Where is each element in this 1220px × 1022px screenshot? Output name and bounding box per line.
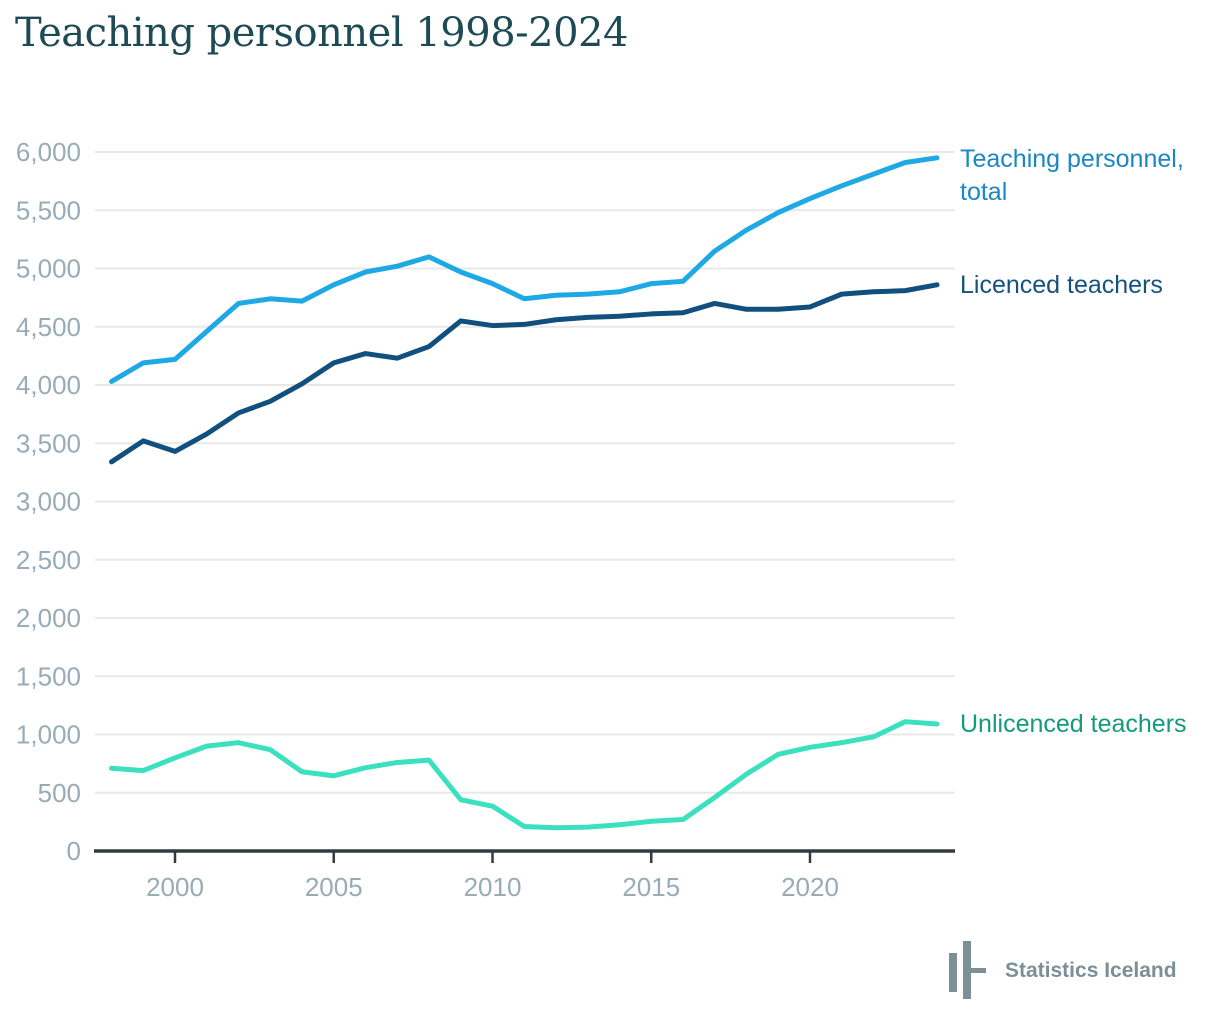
y-tick-label: 500 — [38, 778, 81, 808]
series-label-unlicenced-teachers: Unlicenced teachers — [960, 710, 1187, 738]
logo-short-bar — [949, 953, 957, 992]
x-tick-label: 2000 — [146, 872, 204, 902]
brand-name: Statistics Iceland — [1005, 959, 1177, 982]
x-tick-label: 2015 — [622, 872, 680, 902]
logo-tall-bar — [963, 941, 971, 999]
y-tick-label: 3,000 — [16, 487, 81, 517]
x-tick-label: 2010 — [464, 872, 522, 902]
logo-dash — [971, 968, 986, 973]
statistics-iceland-logo-icon — [945, 938, 1000, 1002]
y-tick-label: 0 — [67, 836, 81, 866]
y-tick-label: 2,000 — [16, 603, 81, 633]
y-tick-label: 5,000 — [16, 254, 81, 284]
x-tick-label: 2020 — [781, 872, 839, 902]
y-tick-label: 1,500 — [16, 661, 81, 691]
y-tick-label: 2,500 — [16, 545, 81, 575]
y-tick-label: 1,000 — [16, 720, 81, 750]
series-line-teaching-personnel-total — [109, 155, 940, 385]
series-label-licenced-teachers: Licenced teachers — [960, 271, 1163, 299]
series-line-licenced-teachers — [109, 282, 940, 465]
y-tick-label: 4,000 — [16, 370, 81, 400]
y-tick-label: 6,000 — [16, 137, 81, 167]
y-tick-label: 4,500 — [16, 312, 81, 342]
chart-title: Teaching personnel 1998-2024 — [15, 10, 628, 56]
series-line-unlicenced-teachers — [109, 719, 940, 831]
series-label-teaching-personnel-total: Teaching personnel, total — [960, 145, 1184, 206]
statistics-iceland-brand: Statistics Iceland — [945, 938, 1215, 1002]
x-tick-label: 2005 — [305, 872, 363, 902]
y-tick-label: 3,500 — [16, 428, 81, 458]
y-tick-label: 5,500 — [16, 195, 81, 225]
